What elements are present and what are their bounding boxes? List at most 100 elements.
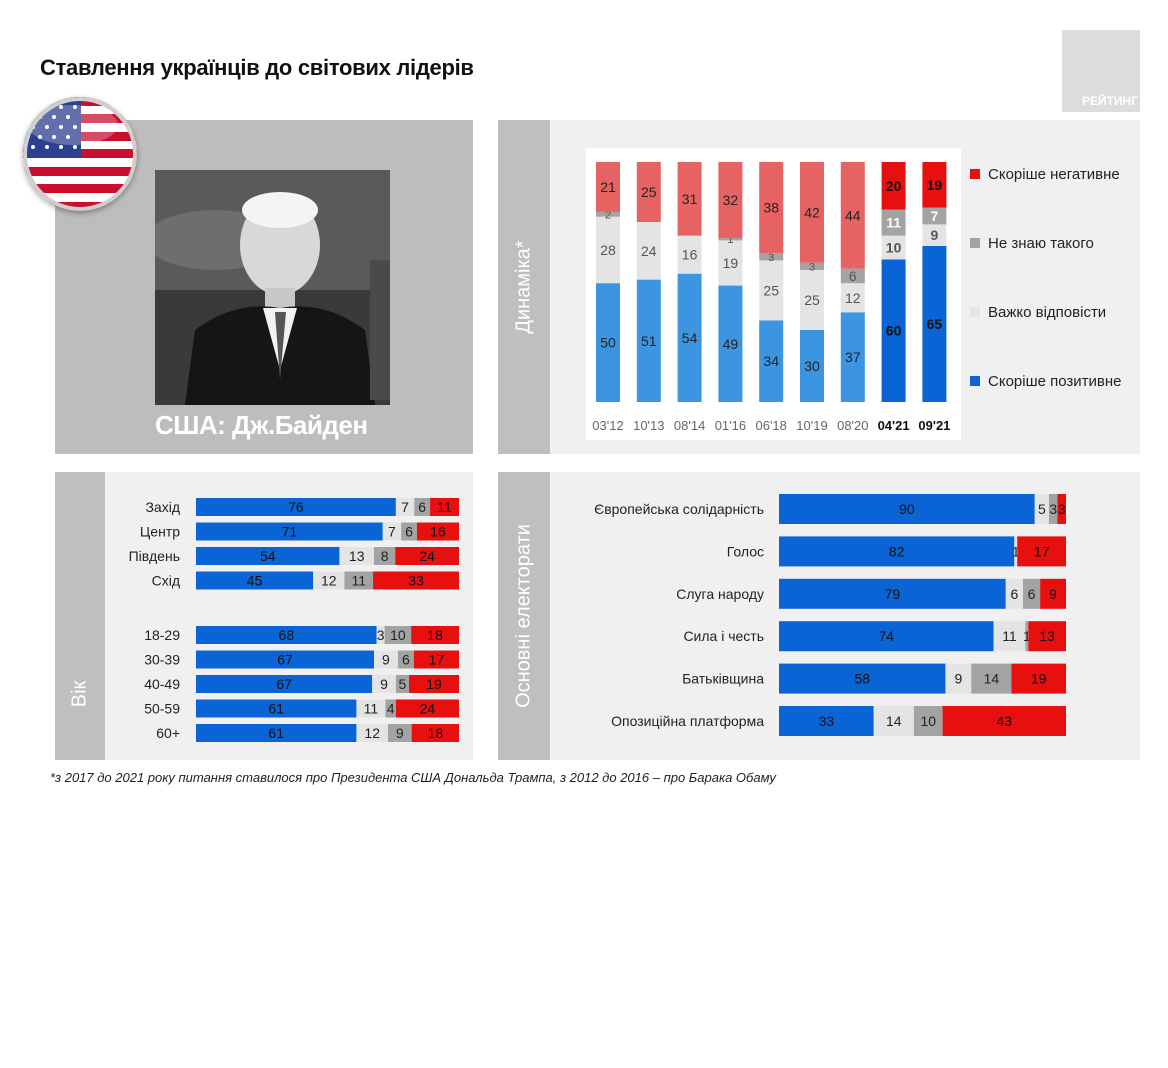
bar-segment [1005, 578, 1023, 609]
bar-segment [373, 650, 398, 669]
bar-segment [395, 547, 459, 565]
legend-swatch [970, 376, 980, 386]
data-label: 17 [429, 652, 445, 668]
data-label: 7 [401, 499, 409, 515]
bar-segment [1011, 663, 1066, 694]
bar-segment [411, 724, 459, 742]
bar-segment [873, 706, 914, 736]
data-label: 13 [1039, 628, 1055, 644]
bar-segment [779, 494, 1035, 524]
bar-segment [356, 724, 388, 742]
data-label: 18 [428, 725, 444, 741]
bar-segment [1014, 536, 1018, 567]
bar-segment [1022, 578, 1041, 609]
data-label: 10 [920, 713, 936, 729]
legend-label: Скоріше позитивне [988, 373, 1122, 390]
bar-segment [416, 522, 459, 541]
usa-flag-icon [23, 97, 137, 211]
data-label: 13 [349, 548, 365, 564]
bar-segment [840, 268, 865, 284]
page-title: Ставлення українців до світових лідерів [40, 55, 474, 80]
category-label: Батьківщина [682, 671, 764, 687]
bar-segment [196, 522, 383, 541]
bar-segment [313, 571, 345, 590]
data-label: 11 [351, 573, 366, 589]
leader-name: США: Дж.Байден [155, 410, 368, 440]
data-label: 33 [819, 713, 835, 729]
data-label: 2 [605, 209, 611, 221]
data-label: 10 [390, 627, 406, 643]
category-label: Європейська солідарність [594, 501, 764, 517]
bar-segment [397, 650, 414, 669]
bar-segment [913, 706, 943, 736]
bar-segment [344, 571, 374, 590]
bar-segment [881, 162, 906, 210]
category-label: 30-39 [144, 652, 180, 668]
legend-label: Не знаю такого [988, 235, 1094, 252]
data-label: 45 [247, 573, 263, 589]
data-label: 3 [1058, 501, 1066, 517]
data-label: 76 [288, 499, 304, 515]
legend-swatch [970, 238, 980, 248]
legend-swatch [970, 307, 980, 317]
category-label: Центр [140, 524, 180, 540]
dynamics-label-box: Динаміка* [498, 120, 550, 454]
data-label: 18 [427, 627, 443, 643]
category-label: Слуга народу [676, 586, 764, 602]
electorates-label-box: Основні електорати [498, 472, 550, 760]
data-label: 90 [899, 501, 915, 517]
category-label: Голос [727, 543, 764, 559]
data-label: 71 [282, 524, 298, 540]
bar-segment [677, 235, 702, 274]
bar-segment [339, 547, 374, 565]
bar-segment [196, 675, 373, 693]
data-label: 38 [763, 200, 779, 216]
bar-segment [382, 522, 402, 541]
bar-segment [779, 706, 874, 736]
bar-segment [373, 571, 459, 590]
bar-segment [430, 498, 459, 516]
bar-segment [779, 663, 946, 694]
bar-segment [196, 724, 357, 742]
data-label: 25 [641, 184, 657, 200]
category-label: 40-49 [144, 676, 180, 692]
data-label: 32 [723, 192, 739, 208]
data-label: 6 [418, 499, 426, 515]
category-label: Захід [145, 499, 180, 515]
bar-segment [395, 498, 415, 516]
data-label: 7 [931, 208, 939, 224]
bar-segment [942, 706, 1066, 736]
category-label: 50-59 [144, 701, 180, 717]
data-label: 4 [387, 701, 395, 717]
bar-segment [196, 498, 396, 516]
bar-segment [636, 222, 661, 280]
data-label: 8 [381, 548, 389, 564]
bar-segment [922, 207, 947, 225]
data-label: 16 [430, 524, 446, 540]
x-tick-label: 10'13 [633, 418, 664, 433]
legend-label: Важко відповісти [988, 304, 1106, 321]
data-label: 10 [886, 240, 902, 256]
bar-segment [945, 663, 972, 694]
data-label: 11 [364, 701, 379, 717]
data-label: 3 [1049, 501, 1057, 517]
bar-segment [1017, 536, 1066, 567]
bar-segment [596, 211, 620, 217]
data-label: 20 [886, 178, 902, 194]
bar-segment [1025, 621, 1029, 652]
bar-segment [636, 162, 661, 222]
bar-segment [759, 253, 784, 261]
bar-segment [384, 626, 412, 644]
bar-segment [395, 675, 410, 693]
bar-segment [759, 260, 784, 321]
category-label: Південь [129, 548, 180, 564]
bar-segment [636, 279, 661, 402]
bar-segment [922, 162, 947, 208]
data-label: 79 [885, 586, 901, 602]
bar-segment [372, 675, 396, 693]
category-label: Схід [152, 573, 180, 589]
data-label: 14 [984, 671, 1000, 687]
category-label: 60+ [156, 725, 180, 741]
bar-segment [411, 626, 459, 644]
